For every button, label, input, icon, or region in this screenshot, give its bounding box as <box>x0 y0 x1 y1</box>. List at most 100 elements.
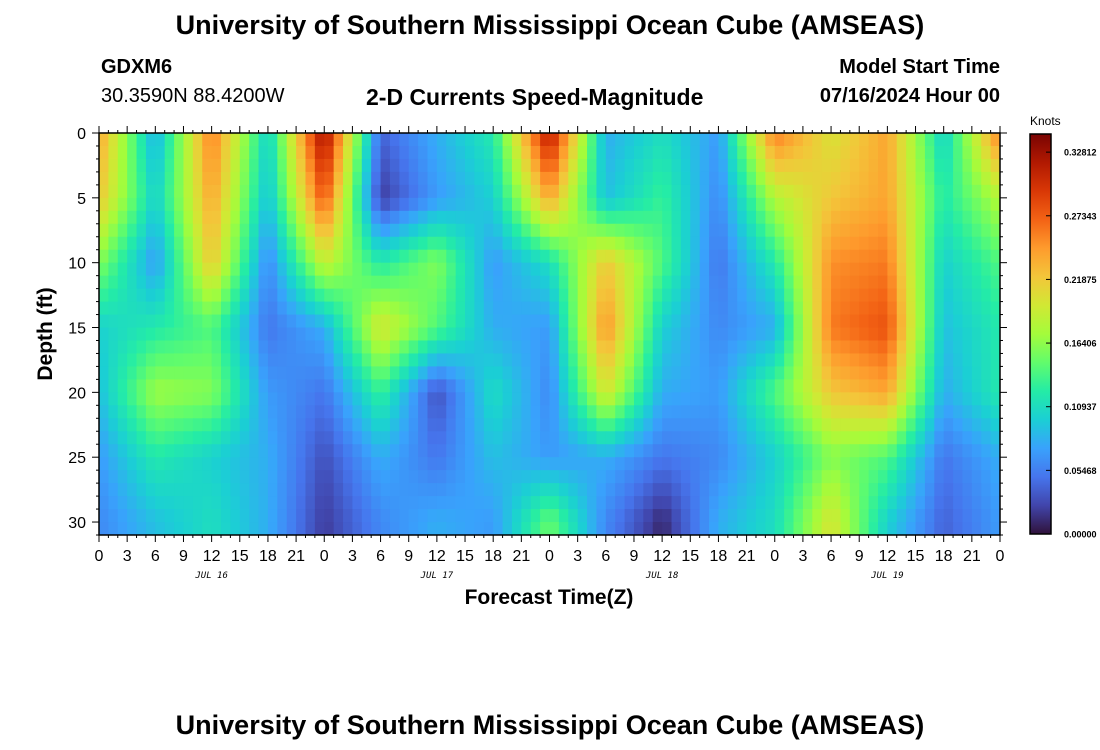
heatmap-cell <box>953 405 964 419</box>
heatmap-cell <box>615 249 626 264</box>
heatmap-cell <box>662 171 673 186</box>
heatmap-cell <box>718 483 729 497</box>
heatmap-cell <box>943 262 954 277</box>
heatmap-cell <box>868 457 879 471</box>
heatmap-cell <box>727 496 738 510</box>
heatmap-cell <box>108 353 119 368</box>
heatmap-cell <box>361 210 372 225</box>
heatmap-cell <box>361 288 372 303</box>
heatmap-cell <box>718 444 729 458</box>
heatmap-cell <box>333 210 344 225</box>
heatmap-cell <box>990 405 1000 419</box>
heatmap-cell <box>343 158 354 173</box>
heatmap-cell <box>136 366 147 380</box>
heatmap-cell <box>164 210 175 225</box>
heatmap-cell <box>314 496 325 510</box>
heatmap-cell <box>868 405 879 419</box>
heatmap-cell <box>230 158 241 173</box>
heatmap-cell <box>145 275 156 290</box>
heatmap-cell <box>549 444 560 458</box>
heatmap-cell <box>474 496 485 510</box>
heatmap-cell <box>267 184 278 199</box>
heatmap-cell <box>624 340 635 355</box>
heatmap-cell <box>831 133 842 147</box>
heatmap-cell <box>662 457 673 471</box>
heatmap-cell <box>371 418 382 432</box>
heatmap-cell <box>887 171 898 186</box>
heatmap-cell <box>117 288 128 303</box>
heatmap-cell <box>887 483 898 497</box>
heatmap-cell <box>690 249 701 264</box>
heatmap-cell <box>314 145 325 160</box>
heatmap-cell <box>343 496 354 510</box>
heatmap-cell <box>877 327 888 342</box>
heatmap-cell <box>615 392 626 406</box>
heatmap-cell <box>877 184 888 199</box>
heatmap-cell <box>361 223 372 238</box>
heatmap-cell <box>380 145 391 160</box>
heatmap-cell <box>305 236 316 251</box>
heatmap-cell <box>746 353 757 368</box>
heatmap-cell <box>502 405 513 419</box>
heatmap-cell <box>990 262 1000 277</box>
heatmap-cell <box>831 457 842 471</box>
heatmap-cell <box>699 210 710 225</box>
heatmap-cell <box>755 223 766 238</box>
heatmap-cell <box>577 418 588 432</box>
heatmap-cell <box>239 158 250 173</box>
heatmap-cell <box>793 158 804 173</box>
heatmap-cell <box>906 327 917 342</box>
heatmap-cell <box>802 223 813 238</box>
heatmap-cell <box>643 197 654 212</box>
heatmap-cell <box>389 431 400 445</box>
heatmap-cell <box>924 353 935 368</box>
heatmap-cell <box>887 301 898 316</box>
heatmap-cell <box>699 509 710 523</box>
heatmap-cell <box>465 353 476 368</box>
heatmap-cell <box>436 366 447 380</box>
heatmap-cell <box>568 470 579 484</box>
heatmap-cell <box>483 158 494 173</box>
heatmap-cell <box>605 171 616 186</box>
heatmap-cell <box>577 236 588 251</box>
heatmap-cell <box>624 496 635 510</box>
x-tick-label: 15 <box>456 548 474 565</box>
heatmap-cell <box>765 288 776 303</box>
x-tick-label: 0 <box>770 548 779 565</box>
heatmap-cell <box>108 392 119 406</box>
heatmap-cell <box>136 275 147 290</box>
heatmap-cell <box>680 392 691 406</box>
heatmap-cell <box>746 210 757 225</box>
heatmap-cell <box>221 496 231 510</box>
heatmap-cell <box>877 301 888 316</box>
heatmap-cell <box>192 483 203 497</box>
heatmap-cell <box>915 314 926 329</box>
heatmap-cell <box>530 379 541 393</box>
heatmap-cell <box>849 133 860 147</box>
heatmap-cell <box>868 379 879 393</box>
heatmap-cell <box>221 522 231 535</box>
heatmap-cell <box>427 184 438 199</box>
heatmap-cell <box>624 509 635 523</box>
heatmap-cell <box>896 379 907 393</box>
heatmap-cell <box>277 483 288 497</box>
heatmap-cell <box>558 301 569 316</box>
heatmap-cell <box>99 353 109 368</box>
heatmap-cell <box>652 496 663 510</box>
heatmap-cell <box>962 366 973 380</box>
heatmap-cell <box>727 288 738 303</box>
heatmap-cell <box>877 223 888 238</box>
heatmap-cell <box>680 197 691 212</box>
heatmap-cell <box>502 236 513 251</box>
heatmap-cell <box>802 171 813 186</box>
heatmap-cell <box>352 145 363 160</box>
heatmap-cell <box>389 197 400 212</box>
heatmap-cell <box>887 366 898 380</box>
heatmap-cell <box>249 197 260 212</box>
heatmap-cell <box>746 444 757 458</box>
heatmap-cell <box>793 210 804 225</box>
heatmap-cell <box>709 288 720 303</box>
heatmap-cell <box>624 249 635 264</box>
heatmap-cell <box>831 249 842 264</box>
heatmap-cell <box>155 236 166 251</box>
